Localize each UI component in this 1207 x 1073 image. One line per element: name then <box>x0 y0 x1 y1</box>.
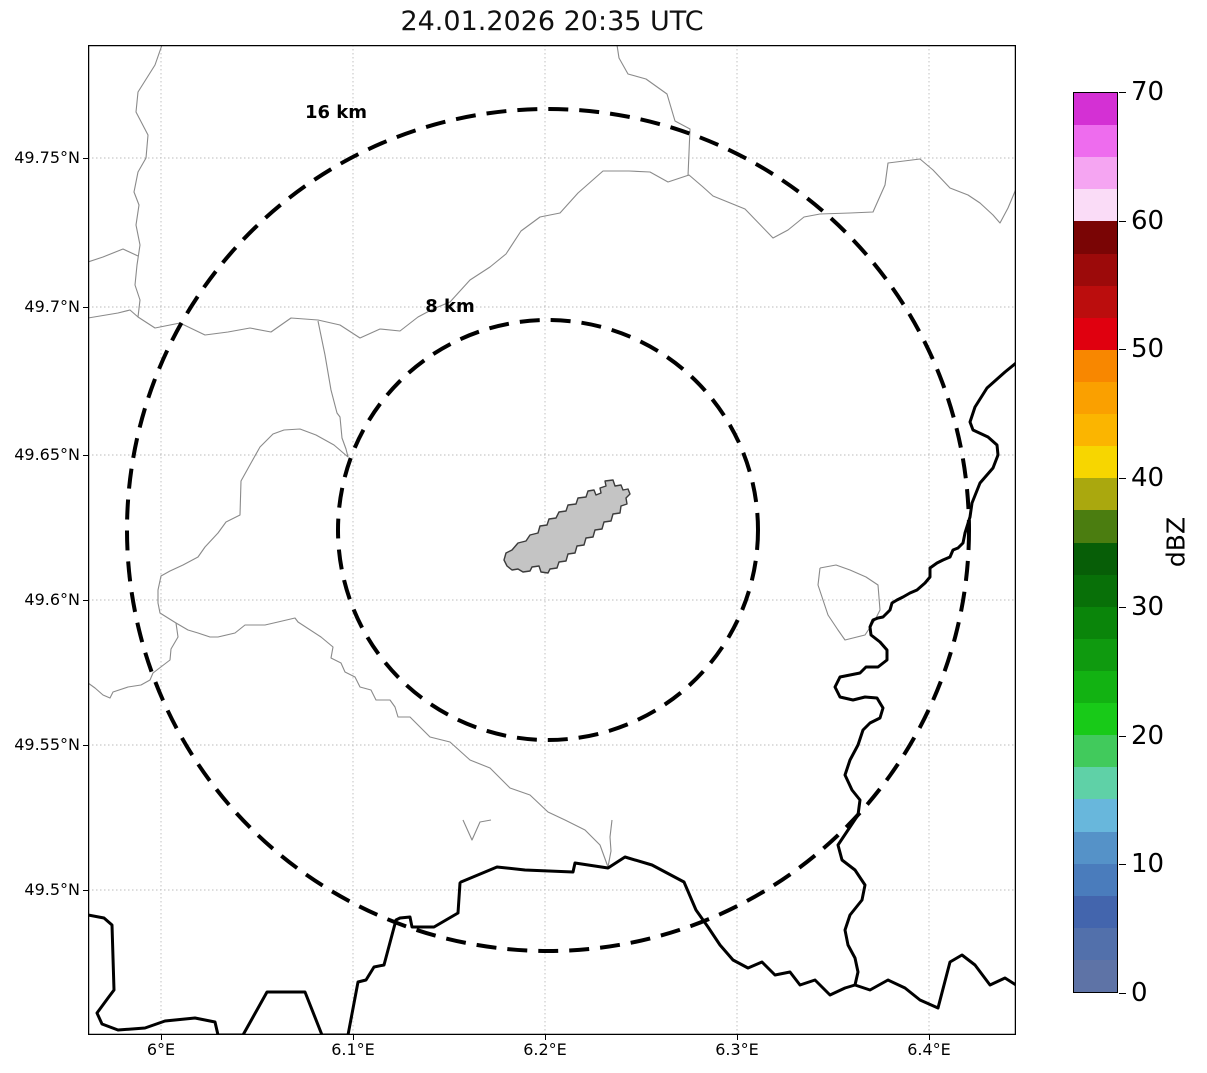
colorbar-segment <box>1074 349 1117 382</box>
map-canvas: 16 km 8 km <box>86 44 1018 1037</box>
graticule-grid <box>88 45 1016 1035</box>
y-tick-label: 49.65°N <box>14 445 80 464</box>
colorbar-tick-label: 20 <box>1131 720 1165 751</box>
colorbar-tick-mark <box>1119 92 1126 93</box>
colorbar-segment <box>1074 542 1117 575</box>
colorbar-segment <box>1074 895 1117 928</box>
colorbar-tick-mark <box>1119 349 1126 351</box>
y-tick-mark <box>83 307 88 308</box>
colorbar-tick-label: 50 <box>1131 334 1165 365</box>
colorbar-segment <box>1074 253 1117 286</box>
colorbar-segment <box>1074 959 1117 993</box>
region-boundary-line <box>87 248 139 263</box>
colorbar-segment <box>1074 446 1117 479</box>
colorbar-segment <box>1074 703 1117 736</box>
colorbar-segment <box>1074 927 1117 960</box>
y-tick-label: 49.7°N <box>24 297 80 316</box>
colorbar-tick-label: 0 <box>1131 978 1148 1008</box>
y-tick-label: 49.6°N <box>24 590 80 609</box>
x-tick-mark <box>161 1035 162 1040</box>
colorbar-tick-label: 10 <box>1131 849 1165 880</box>
colorbar-tick-mark <box>1119 993 1126 994</box>
x-tick-label: 6.4°E <box>907 1040 951 1059</box>
y-tick-mark <box>83 158 88 159</box>
range-ring-16km-label: 16 km <box>305 102 367 123</box>
y-tick-mark <box>83 745 88 746</box>
colorbar-segment <box>1074 799 1117 832</box>
range-rings <box>125 107 971 953</box>
colorbar-segment <box>1074 831 1117 864</box>
colorbar-segment <box>1074 285 1117 318</box>
colorbar-tick-label: 60 <box>1131 205 1165 236</box>
y-tick-mark <box>83 890 88 891</box>
colorbar-segment <box>1074 510 1117 543</box>
colorbar-tick-mark <box>1119 478 1126 480</box>
colorbar-tick-mark <box>1119 735 1126 737</box>
figure-title: 24.01.2026 20:35 UTC <box>400 6 704 37</box>
x-tick-mark <box>545 1035 546 1040</box>
colorbar-segment <box>1074 221 1117 254</box>
colorbar <box>1073 92 1118 993</box>
country-borders <box>86 361 1018 1037</box>
colorbar-tick-mark <box>1119 606 1126 608</box>
colorbar-axis-label: dBZ <box>1161 516 1191 568</box>
colorbar-segment <box>1074 189 1117 222</box>
range-ring-8km <box>336 318 760 742</box>
region-boundaries <box>87 44 1017 868</box>
x-tick-mark <box>737 1035 738 1040</box>
country-border-south <box>86 855 1018 1037</box>
colorbar-tick-mark <box>1119 864 1126 866</box>
colorbar-segment <box>1074 125 1117 158</box>
y-tick-mark <box>83 455 88 456</box>
colorbar-tick-label: 40 <box>1131 463 1165 494</box>
colorbar-segment <box>1074 414 1117 447</box>
region-boundary-line <box>133 44 163 318</box>
colorbar-segment <box>1074 574 1117 607</box>
map-frame <box>87 44 1017 1036</box>
x-tick-mark <box>929 1035 930 1040</box>
y-tick-mark <box>83 600 88 601</box>
colorbar-segment <box>1074 381 1117 415</box>
colorbar-segment <box>1074 670 1117 704</box>
colorbar-segment <box>1074 317 1117 350</box>
region-boundary-line <box>175 617 609 868</box>
range-ring-8km-label: 8 km <box>425 296 475 317</box>
region-boundary-line <box>317 320 349 458</box>
country-border-river-east <box>833 361 1018 987</box>
x-tick-label: 6°E <box>146 1040 176 1059</box>
airport-outline <box>503 479 631 574</box>
region-boundary-line <box>817 564 881 641</box>
colorbar-tick-label: 30 <box>1131 591 1165 622</box>
colorbar-segment <box>1074 735 1117 768</box>
colorbar-segment <box>1074 93 1117 126</box>
range-ring-16km <box>125 107 971 953</box>
colorbar-tick-label: 70 <box>1131 77 1165 107</box>
region-boundary-line <box>462 819 492 841</box>
x-tick-mark <box>353 1035 354 1040</box>
x-tick-label: 6.3°E <box>715 1040 759 1059</box>
colorbar-segment <box>1074 767 1117 800</box>
colorbar-tick-mark <box>1119 220 1126 222</box>
colorbar-segment <box>1074 478 1117 511</box>
region-boundary-line <box>616 44 691 177</box>
y-tick-label: 49.75°N <box>14 148 80 167</box>
colorbar-segment <box>1074 638 1117 671</box>
colorbar-segment <box>1074 606 1117 639</box>
x-tick-label: 6.1°E <box>331 1040 375 1059</box>
x-tick-label: 6.2°E <box>523 1040 567 1059</box>
region-boundary-line <box>87 158 1017 339</box>
colorbar-segment <box>1074 863 1117 896</box>
y-tick-label: 49.55°N <box>14 735 80 754</box>
region-boundary-line <box>87 428 349 699</box>
radar-map: 16 km 8 km <box>86 44 1018 1037</box>
colorbar-segment <box>1074 157 1117 190</box>
region-boundary-line <box>607 819 613 868</box>
y-tick-label: 49.5°N <box>24 880 80 899</box>
